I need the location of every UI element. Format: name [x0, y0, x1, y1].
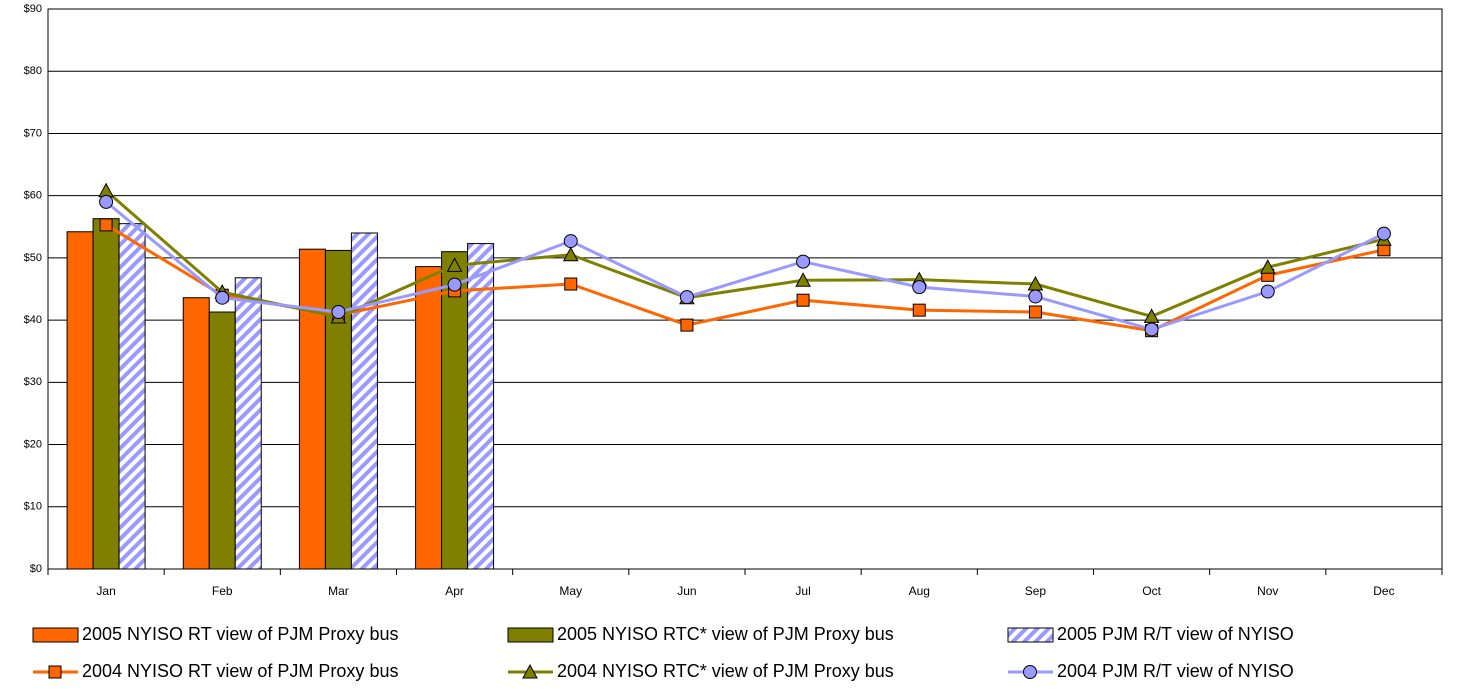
- bar: [118, 223, 146, 570]
- line: [105, 200, 1385, 332]
- bar: [92, 218, 120, 570]
- y-tick-label: $50: [24, 252, 42, 264]
- bar: [467, 243, 495, 570]
- marker: [98, 182, 114, 198]
- legend-swatch: [32, 627, 79, 643]
- y-tick-label: $40: [24, 314, 42, 326]
- y-tick-label: $90: [24, 3, 42, 15]
- marker: [912, 303, 926, 317]
- legend-label: 2005 NYISO RTC* view of PJM Proxy bus: [557, 624, 894, 644]
- marker: [1143, 308, 1160, 323]
- bar: [298, 248, 326, 570]
- x-tick-label: Jun: [677, 584, 696, 598]
- bar: [324, 249, 352, 570]
- bar: [208, 311, 236, 570]
- marker: [795, 272, 811, 287]
- marker: [215, 290, 230, 305]
- x-tick-label: Feb: [212, 584, 233, 598]
- legend-label: 2004 PJM R/T view of NYISO: [1057, 661, 1294, 681]
- y-tick-label: $70: [24, 127, 42, 139]
- bar: [441, 251, 469, 570]
- bar: [415, 266, 443, 570]
- bar: [182, 297, 210, 570]
- x-tick-label: May: [559, 584, 582, 598]
- bar: [350, 232, 378, 570]
- marker: [48, 665, 62, 679]
- marker: [446, 257, 463, 272]
- marker: [447, 277, 462, 292]
- y-tick-label: $80: [24, 65, 42, 77]
- marker: [1376, 226, 1391, 241]
- legend-label: 2005 PJM R/T view of NYISO: [1057, 624, 1294, 644]
- marker: [331, 305, 346, 320]
- marker: [1023, 665, 1037, 679]
- legend-swatch: [507, 627, 554, 643]
- x-tick-label: Jan: [96, 584, 115, 598]
- x-tick-label: Dec: [1373, 584, 1394, 598]
- y-tick-label: $0: [30, 563, 42, 575]
- marker: [99, 194, 114, 209]
- marker: [1028, 289, 1043, 304]
- marker: [912, 280, 927, 295]
- marker: [1144, 322, 1159, 337]
- marker: [680, 318, 694, 332]
- marker: [562, 246, 579, 262]
- marker: [796, 293, 810, 307]
- y-tick-label: $30: [24, 376, 42, 388]
- y-tick-label: $20: [24, 438, 42, 450]
- y-tick-label: $60: [24, 190, 42, 202]
- x-tick-label: Oct: [1142, 584, 1161, 598]
- line: [105, 189, 1385, 319]
- x-tick-label: Apr: [445, 584, 464, 598]
- legend-swatch: [1007, 627, 1054, 643]
- marker: [99, 218, 113, 232]
- x-tick-label: Nov: [1257, 584, 1278, 598]
- legend-label: 2004 NYISO RT view of PJM Proxy bus: [82, 661, 398, 681]
- x-tick-label: Aug: [909, 584, 930, 598]
- y-tick-label: $10: [24, 501, 42, 513]
- marker: [563, 234, 578, 249]
- x-tick-label: Sep: [1025, 584, 1047, 598]
- marker: [1028, 305, 1042, 319]
- legend-label: 2005 NYISO RT view of PJM Proxy bus: [82, 624, 398, 644]
- marker: [679, 290, 694, 305]
- marker: [1259, 259, 1276, 274]
- marker: [564, 277, 578, 291]
- marker: [1260, 284, 1275, 299]
- legend-label: 2004 NYISO RTC* view of PJM Proxy bus: [557, 661, 894, 681]
- bar: [66, 231, 94, 570]
- marker: [522, 663, 538, 679]
- x-tick-label: Mar: [328, 584, 349, 598]
- bar: [234, 277, 262, 570]
- x-tick-label: Jul: [795, 584, 810, 598]
- marker: [796, 254, 811, 269]
